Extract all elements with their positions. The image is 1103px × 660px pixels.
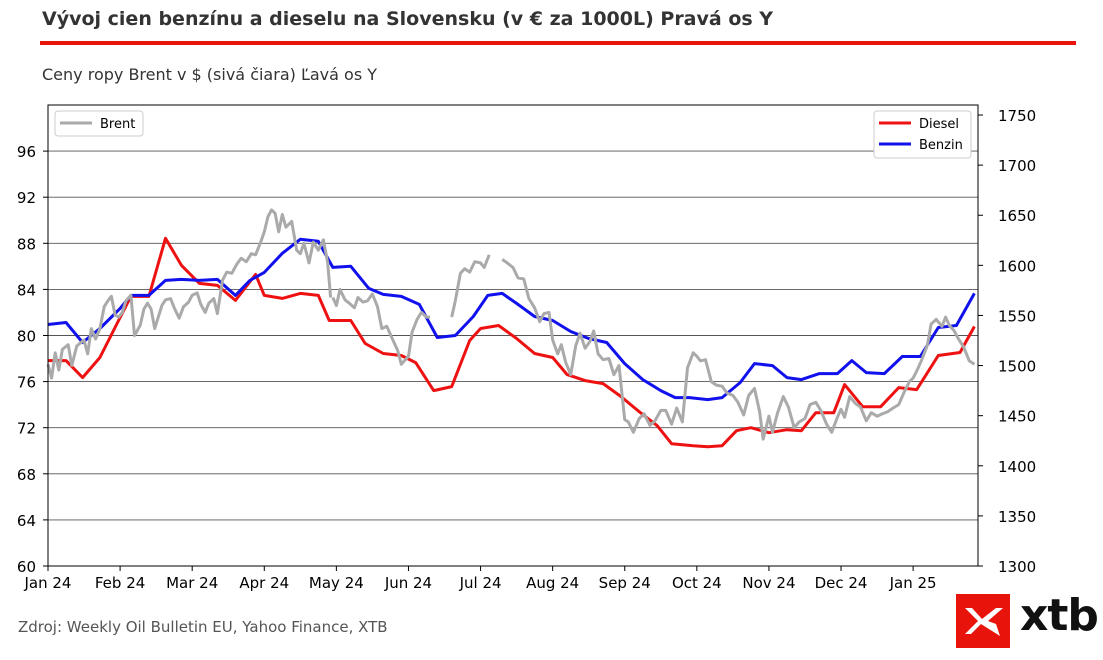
plot-frame: [47, 104, 979, 567]
series-line-brent: [331, 287, 431, 366]
legend-box: [54, 110, 144, 137]
x-tick-label: Jul 24: [459, 574, 502, 592]
right-tick-label: 1700: [998, 157, 1036, 175]
right-tick-label: 1650: [998, 207, 1036, 225]
right-tick-label: 1350: [998, 508, 1036, 526]
x-tick-label: Jan 24: [24, 574, 72, 592]
title-rule: [40, 41, 1076, 45]
chart-subtitle: Ceny ropy Brent v $ (sivá čiara) Ľavá os…: [42, 65, 378, 84]
x-tick-label: Mar 24: [166, 574, 218, 592]
x-tick-label: Jun 24: [384, 574, 432, 592]
right-tick-label: 1400: [998, 458, 1036, 476]
logo-mark-glyph: [965, 608, 1003, 636]
legend-label: Benzin: [919, 138, 963, 153]
x-tick-label: May 24: [309, 574, 364, 592]
left-tick-label: 80: [17, 328, 36, 346]
left-tick-label: 68: [17, 466, 36, 484]
right-tick-label: 1300: [998, 558, 1036, 576]
source-note: Zdroj: Weekly Oil Bulletin EU, Yahoo Fin…: [18, 618, 388, 636]
x-tick-label: Feb 24: [95, 574, 145, 592]
x-tick-label: Oct 24: [672, 574, 722, 592]
x-tick-label: Sep 24: [599, 574, 651, 592]
xtb-logo[interactable]: xtb: [956, 590, 1099, 648]
left-tick-label: 96: [17, 143, 36, 161]
xtb-logo-mark-icon: [956, 594, 1010, 648]
chart-area: 60 64 68 72 76 80 84 88 92 96 1300 1350 1400 1450 1500…: [17, 104, 1036, 592]
series-line-brent: [501, 258, 976, 441]
x-tick-label: Dec 24: [815, 574, 868, 592]
right-tick-label: 1550: [998, 307, 1036, 325]
series-line-brent: [46, 208, 333, 380]
left-tick-label: 60: [17, 558, 36, 576]
legend-label: Brent: [100, 117, 135, 132]
left-tick-label: 72: [17, 420, 36, 438]
left-tick-label: 76: [17, 374, 36, 392]
series-line-diesel: [48, 236, 976, 449]
chart-title: Vývoj cien benzínu a dieselu na Slovensk…: [42, 8, 774, 30]
right-tick-label: 1750: [998, 107, 1036, 125]
legend-label: Diesel: [919, 117, 959, 132]
series-line-brent: [450, 254, 491, 318]
left-tick-label: 64: [17, 512, 36, 530]
right-tick-label: 1450: [998, 408, 1036, 426]
left-tick-label: 92: [17, 189, 36, 207]
left-tick-label: 84: [17, 281, 36, 299]
series-line-benzin: [47, 237, 976, 402]
logo-text: xtb: [1020, 590, 1099, 641]
x-tick-label: Aug 24: [526, 574, 579, 592]
x-tick-label: Apr 24: [239, 574, 289, 592]
legend-left: Brent: [54, 110, 144, 137]
x-tick-label: Nov 24: [742, 574, 795, 592]
right-tick-label: 1600: [998, 257, 1036, 275]
x-tick-label: Jan 25: [889, 574, 937, 592]
legend-right: Diesel Benzin: [873, 110, 972, 159]
right-tick-label: 1500: [998, 358, 1036, 376]
left-tick-label: 88: [17, 235, 36, 253]
